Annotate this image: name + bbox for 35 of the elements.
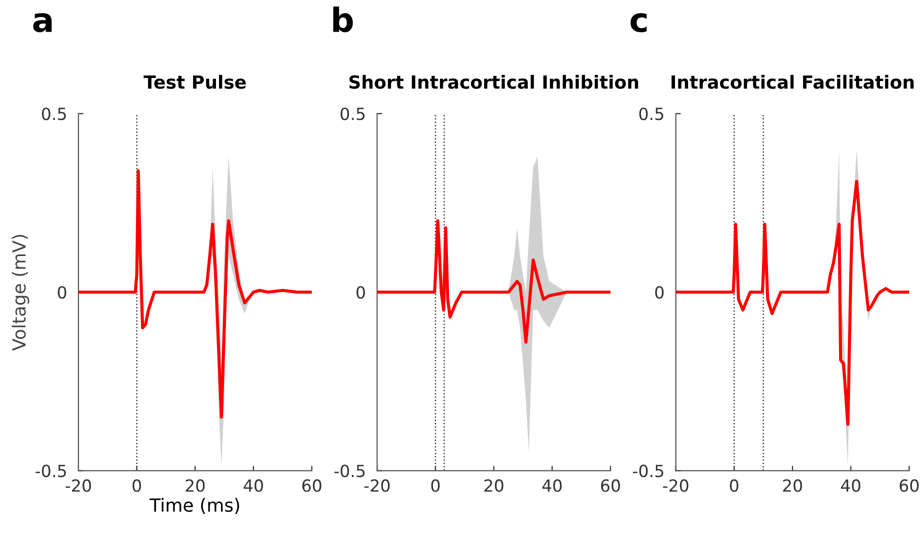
x-tick-label: -20 [663, 479, 688, 492]
x-tick-label: 20 [484, 479, 504, 492]
text: a [33, 13, 52, 32]
x-tick-label: 0 [132, 479, 141, 492]
line-series [78, 169, 312, 419]
y-tick-label: 0 [655, 286, 664, 299]
x-tick-label: 20 [186, 479, 205, 492]
x-tick-label: 60 [302, 479, 322, 492]
y-tick-label: 0.5 [340, 108, 365, 120]
x-tick-label: 0 [730, 479, 738, 492]
y-tick-label: -0.5 [633, 464, 664, 478]
chart-title: Intracortical Facilitation [672, 74, 914, 89]
x-tick-label: 0 [431, 479, 440, 492]
y-tick-label: 0.5 [42, 108, 66, 120]
x-tick-label: 60 [900, 479, 919, 492]
y-tick-label: 0 [356, 286, 365, 299]
x-tick-label: 40 [244, 479, 263, 492]
text: c [630, 13, 647, 32]
y-tick-label: -0.5 [334, 464, 365, 478]
x-tick-label: 60 [601, 479, 620, 492]
chart-title: Short Intracortical Inhibition [349, 74, 638, 89]
x-tick-label: -20 [66, 479, 91, 492]
y-tick-label: 0.5 [639, 108, 664, 120]
x-tick-label: 40 [841, 479, 860, 492]
x-tick-label: -20 [364, 479, 390, 492]
x-tick-label: 40 [542, 479, 562, 492]
y-axis-title: Voltage (mV) [12, 234, 30, 351]
chart-title: Test Pulse [144, 74, 246, 89]
y-tick-label: -0.5 [36, 464, 66, 478]
x-tick-label: 20 [783, 479, 802, 492]
line-series [676, 180, 910, 426]
y-tick-label: 0 [58, 286, 66, 299]
line-series [377, 219, 610, 344]
text: b [333, 6, 353, 32]
x-axis-title: Time (ms) [150, 498, 240, 514]
